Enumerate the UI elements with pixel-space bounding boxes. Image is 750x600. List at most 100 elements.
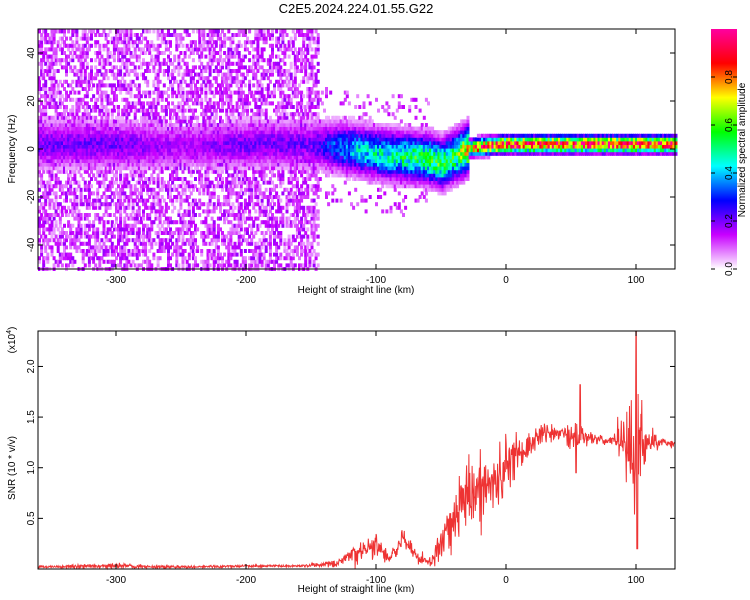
heatmap-cell xyxy=(85,159,89,163)
heatmap-cell xyxy=(115,119,118,124)
heatmap-cell xyxy=(104,187,108,192)
heatmap-cell xyxy=(221,58,224,63)
heatmap-cell xyxy=(148,238,152,243)
heatmap-cell xyxy=(167,191,170,196)
heatmap-cell xyxy=(148,216,152,221)
heatmap-cell xyxy=(50,94,54,99)
heatmap-cell xyxy=(169,187,172,192)
heatmap-cell xyxy=(156,119,160,124)
heatmap-cell xyxy=(198,162,202,167)
heatmap-cell xyxy=(248,177,252,181)
heatmap-cell xyxy=(104,90,108,95)
heatmap-cell xyxy=(131,40,135,45)
heatmap-cell xyxy=(262,130,266,135)
heatmap-cell xyxy=(179,79,183,84)
heatmap-cell xyxy=(81,141,85,145)
heatmap-cell xyxy=(94,231,98,235)
heatmap-cell xyxy=(119,90,123,95)
heatmap-cell xyxy=(63,40,66,45)
heatmap-cell xyxy=(50,162,54,167)
heatmap-cell xyxy=(241,123,245,127)
heatmap-cell xyxy=(127,40,131,45)
heatmap-cell xyxy=(200,159,204,163)
heatmap-cell xyxy=(73,126,77,131)
heatmap-cell xyxy=(181,87,185,91)
heatmap-cell xyxy=(60,58,64,63)
heatmap-cell xyxy=(94,144,98,149)
heatmap-cell xyxy=(85,105,89,109)
heatmap-cell xyxy=(98,148,102,153)
heatmap-cell xyxy=(271,94,274,99)
heatmap-cell xyxy=(65,137,68,142)
heatmap-cell xyxy=(40,58,44,63)
heatmap-cell xyxy=(177,65,181,70)
heatmap-cell xyxy=(216,252,220,257)
heatmap-cell xyxy=(219,123,222,127)
heatmap-cell xyxy=(225,123,229,127)
heatmap-cell xyxy=(98,249,102,253)
heatmap-cell xyxy=(156,209,160,214)
heatmap-cell xyxy=(216,166,220,171)
heatmap-cell xyxy=(102,162,106,167)
heatmap-cell xyxy=(94,105,98,109)
heatmap-cell xyxy=(144,141,148,145)
heatmap-cell xyxy=(164,144,168,149)
heatmap-cell xyxy=(102,123,106,127)
heatmap-cell xyxy=(279,241,283,246)
heatmap-cell xyxy=(119,223,123,228)
heatmap-cell xyxy=(117,241,120,246)
heatmap-cell xyxy=(90,43,93,48)
heatmap-cell xyxy=(208,209,212,214)
heatmap-cell xyxy=(158,51,162,55)
heatmap-cell xyxy=(119,141,123,145)
heatmap-cell xyxy=(239,137,243,142)
heatmap-cell xyxy=(46,241,50,246)
heatmap-cell xyxy=(268,137,272,142)
heatmap-cell xyxy=(229,112,233,117)
heatmap-cell xyxy=(194,90,197,95)
heatmap-cell xyxy=(239,130,243,135)
heatmap-cell xyxy=(38,47,41,52)
heatmap-cell xyxy=(63,115,66,120)
heatmap-cell xyxy=(158,220,162,225)
heatmap-cell xyxy=(69,173,73,178)
heatmap-cell xyxy=(104,126,108,131)
heatmap-cell xyxy=(117,238,120,243)
heatmap-cell xyxy=(239,155,243,160)
heatmap-cell xyxy=(262,173,266,178)
heatmap-cell xyxy=(225,202,229,207)
heatmap-cell xyxy=(167,166,170,171)
heatmap-cell xyxy=(144,223,148,228)
heatmap-cell xyxy=(225,97,229,102)
heatmap-cell xyxy=(54,61,58,66)
heatmap-cell xyxy=(179,94,183,99)
heatmap-cell xyxy=(102,76,106,81)
heatmap-cell xyxy=(271,259,274,264)
heatmap-cell xyxy=(279,126,283,131)
heatmap-cell xyxy=(135,144,139,149)
heatmap-cell xyxy=(227,65,231,70)
heatmap-cell xyxy=(119,227,123,232)
heatmap-cell xyxy=(189,43,193,48)
heatmap-cell xyxy=(229,76,233,81)
heatmap-cell xyxy=(167,238,170,243)
heatmap-cell xyxy=(210,223,214,228)
heatmap-cell xyxy=(133,173,137,178)
heatmap-cell xyxy=(65,43,68,48)
heatmap-cell xyxy=(92,119,96,124)
heatmap-cell xyxy=(131,202,135,207)
heatmap-cell xyxy=(135,36,139,41)
heatmap-cell xyxy=(137,198,141,203)
heatmap-cell xyxy=(239,58,243,63)
heatmap-cell xyxy=(241,119,245,124)
heatmap-cell xyxy=(87,191,91,196)
heatmap-cell xyxy=(119,115,123,120)
heatmap-cell xyxy=(150,241,154,246)
heatmap-cell xyxy=(212,51,216,55)
heatmap-cell xyxy=(69,108,73,113)
heatmap-cell xyxy=(169,256,172,261)
heatmap-cell xyxy=(135,54,139,59)
heatmap-cell xyxy=(110,148,114,153)
heatmap-cell xyxy=(135,213,139,217)
heatmap-cell xyxy=(206,133,210,138)
